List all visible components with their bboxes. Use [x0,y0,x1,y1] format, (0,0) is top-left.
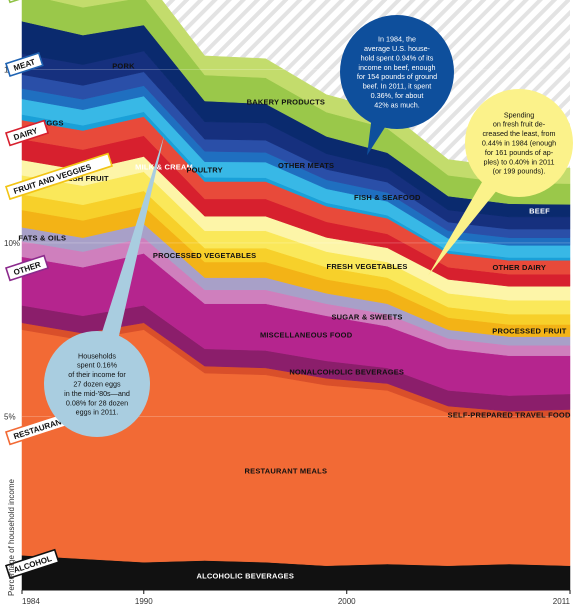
annotation-beef-text: 0.36%, for about [371,91,424,100]
area-cereals [49,0,571,184]
annotation-beef-text: In 1984, the [378,35,416,44]
series-label-fish-seafood: FISH & SEAFOOD [354,193,421,202]
y-tick-label: 5% [4,412,16,421]
series-labels: ALCOHOLIC BEVERAGES RESTAURANT MEALS SELF-… [18,62,571,581]
series-label-self-prepared-travel-food: SELF-PREPARED TRAVEL FOOD [448,411,571,420]
annotation-beef-text: for 154 pounds of ground [357,72,437,81]
annotation-eggs-text: in the mid-'80s—and [64,389,130,398]
series-label-milk-cream: MILK & CREAM [135,162,193,171]
x-tick-label: 2011 [553,597,571,606]
series-label-alcoholic-beverages: ALCOHOLIC BEVERAGES [196,572,294,581]
series-label-miscellaneous-food: MISCELLANEOUS FOOD [260,330,353,339]
series-label-poultry: POULTRY [186,165,222,174]
annotation-eggs-pointer [100,135,165,343]
series-label-other-meats: OTHER MEATS [278,161,334,170]
series-label-processed-vegetables: PROCESSED VEGETABLES [153,251,256,260]
series-label-pork: PORK [112,62,135,71]
annotation-beef-text: beef. In 2011, it spent [363,82,432,91]
series-label-nonalcoholic-beverages: NONALCOHOLIC BEVERAGES [289,367,404,376]
annotation-eggs-text: of their income for [68,370,126,379]
legend-tag-box [4,152,113,201]
area-layers [21,0,571,591]
annotation-beef-bubble [340,15,454,129]
legend-tag-meat: MEAT [4,51,44,77]
series-label-fats-oils: FATS & OILS [18,234,66,243]
annotation-eggs-text: spent 0.16% [77,361,118,370]
y-tick-label: 10% [4,239,20,248]
series-label-processed-fruit: PROCESSED FRUIT [492,326,566,335]
legend-tag-other: OTHER [4,254,50,282]
annotation-fruit-text: for 161 pounds of ap- [485,148,554,157]
annotation-fruit-text: 0.44% in 1984 (enough [482,139,556,148]
series-label-beef: BEEF [529,206,550,215]
series-label-bakery-products: BAKERY PRODUCTS [247,98,325,107]
x-tick-label: 1990 [135,597,153,606]
annotation-fruit-text: (or 199 pounds). [493,167,546,176]
annotation-beef-text: average U.S. house- [364,44,431,53]
annotation-beef-text: hold spent 0.94% of its [361,53,434,62]
series-label-fresh-fruit: FRESH FRUIT [57,174,109,183]
legend-tag-box [4,51,44,77]
annotation-fruit-text: on fresh fruit de- [493,120,546,129]
annotation-fruit-bubble [465,89,573,197]
annotation-beef-text: 42% as much. [374,100,420,109]
annotation-eggs-text: 27 dozen eggs [73,380,121,389]
y-axis-title: Percentage of household income [7,478,16,596]
series-label-fresh-vegetables: FRESH VEGETABLES [327,262,408,271]
series-label-sugar-sweets: SUGAR & SWEETS [331,312,402,321]
x-tick-label: 1984 [22,597,40,606]
annotation-fruit-text: creased the least, from [482,129,555,138]
annotation-eggs-bubble [44,331,150,437]
annotation-fruit-pointer [427,175,501,276]
series-label-eggs: EGGS [41,118,63,127]
axes: 1984 1990 2000 2011 [21,589,571,606]
annotation-eggs-text: eggs in 2011. [76,408,119,417]
annotation-fruit-text: ples) to 0.40% in 2011 [484,157,555,166]
annotation-beef-text: income on beef, enough [358,63,435,72]
legend-tag-dairy: DAIRY [4,119,50,147]
legend-tag-box [4,254,50,282]
x-tick-label: 2000 [338,597,356,606]
annotation-fruit-text: Spending [504,110,534,119]
annotation-eggs-text: Households [78,351,116,360]
series-label-other-dairy: OTHER DAIRY [492,263,546,272]
series-label-restaurant-meals: RESTAURANT MEALS [245,467,328,476]
legend-tag-box [4,548,60,579]
annotation-eggs-text: 0.08% for 28 dozen [66,398,128,407]
legend-tag-box [4,119,50,147]
